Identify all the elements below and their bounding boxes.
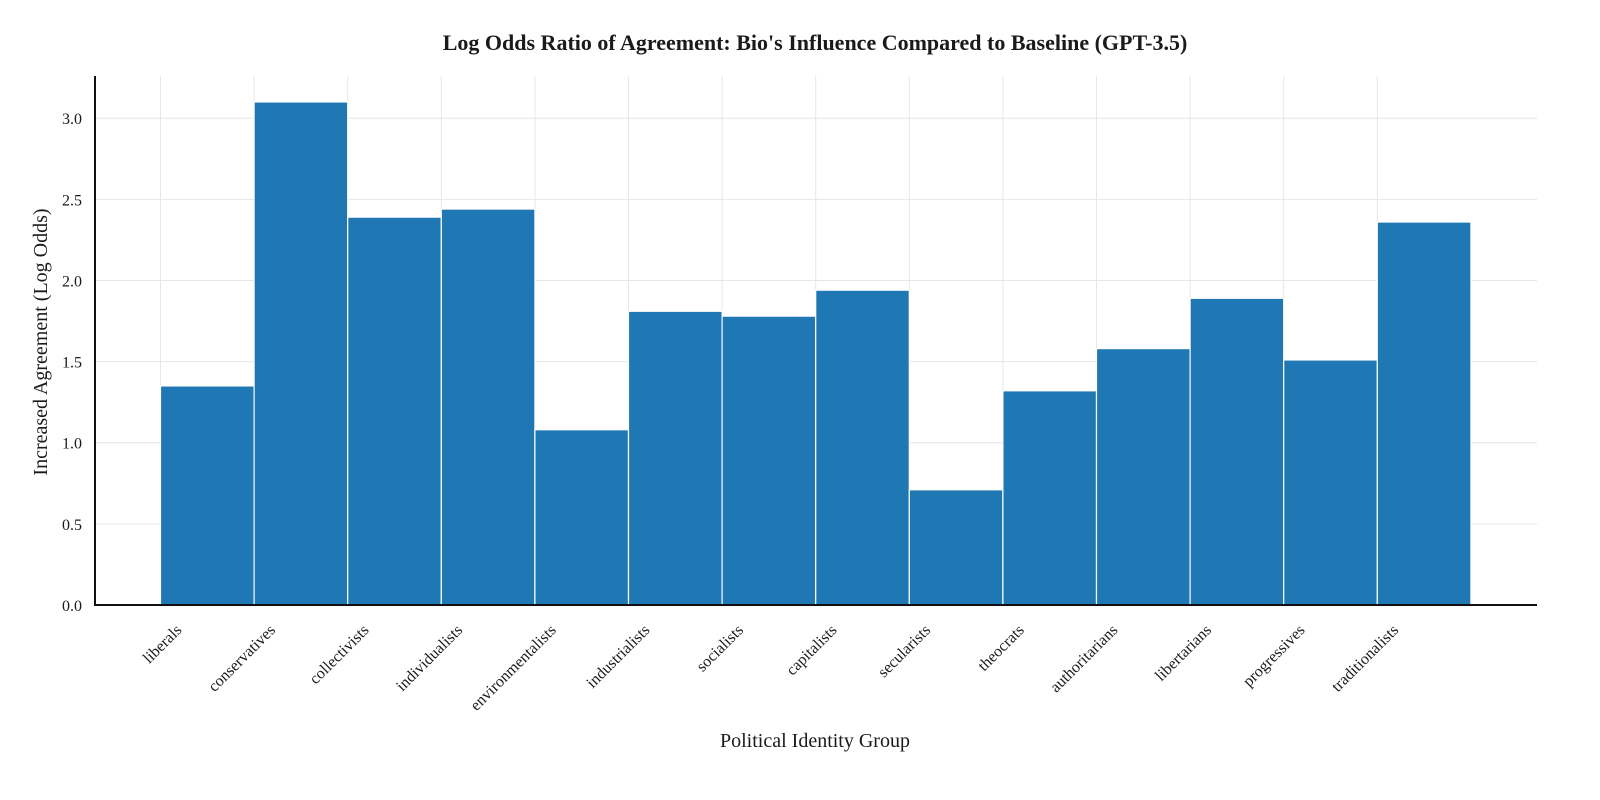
y-tick-label: 1.0 bbox=[62, 436, 82, 453]
y-tick-label: 0.5 bbox=[62, 517, 82, 534]
bar-conservatives bbox=[253, 101, 349, 606]
y-tick-labels: 0.0 0.5 1.0 1.5 2.0 2.5 3.0 bbox=[62, 111, 82, 615]
x-tick-label-individualists: individualists bbox=[393, 622, 466, 695]
y-tick-label: 1.5 bbox=[62, 355, 82, 372]
x-tick-label-socialists: socialists bbox=[693, 622, 747, 676]
x-tick-label-authoritarians: authoritarians bbox=[1047, 622, 1121, 696]
bar-individualists bbox=[440, 208, 536, 606]
bar-liberals bbox=[159, 385, 255, 606]
bar-libertarians bbox=[1189, 297, 1285, 606]
y-tick-label: 0.0 bbox=[62, 598, 82, 615]
x-tick-label-theocrats: theocrats bbox=[975, 622, 1028, 675]
x-tick-label-capitalists: capitalists bbox=[783, 622, 840, 679]
x-tick-label-collectivists: collectivists bbox=[306, 622, 372, 688]
x-tick-label-environmentalists: environmentalists bbox=[467, 622, 559, 714]
bar-capitalists bbox=[815, 289, 910, 606]
x-tick-label-conservatives: conservatives bbox=[205, 622, 279, 696]
y-tick-label: 2.5 bbox=[62, 192, 82, 209]
bar-industrialists bbox=[627, 310, 723, 606]
y-axis-title: Increased Agreement (Log Odds) bbox=[30, 208, 52, 475]
bar-authoritarians bbox=[1095, 348, 1191, 606]
x-tick-label-progressives: progressives bbox=[1240, 622, 1309, 691]
x-tick-labels: liberals conservatives collectivists indivi… bbox=[140, 622, 1402, 714]
x-tick-label-secularists: secularists bbox=[875, 622, 934, 681]
bar-theocrats bbox=[1002, 390, 1098, 606]
bar-collectivists bbox=[347, 216, 442, 606]
x-axis-title: Political Identity Group bbox=[720, 730, 910, 752]
bar-socialists bbox=[721, 315, 817, 606]
y-tick-label: 2.0 bbox=[62, 273, 82, 290]
bar-traditionalists bbox=[1376, 221, 1472, 606]
bar-environmentalists bbox=[534, 429, 630, 606]
x-tick-label-traditionalists: traditionalists bbox=[1329, 622, 1403, 696]
y-tick-label: 3.0 bbox=[62, 111, 82, 128]
bar-secularists bbox=[908, 489, 1004, 606]
bars-layer bbox=[159, 101, 1472, 606]
chart-title: Log Odds Ratio of Agreement: Bio's Influ… bbox=[443, 30, 1188, 55]
x-tick-label-industrialists: industrialists bbox=[583, 622, 653, 692]
bar-progressives bbox=[1283, 359, 1378, 606]
x-tick-label-libertarians: libertarians bbox=[1152, 622, 1215, 685]
x-tick-label-liberals: liberals bbox=[140, 622, 185, 667]
